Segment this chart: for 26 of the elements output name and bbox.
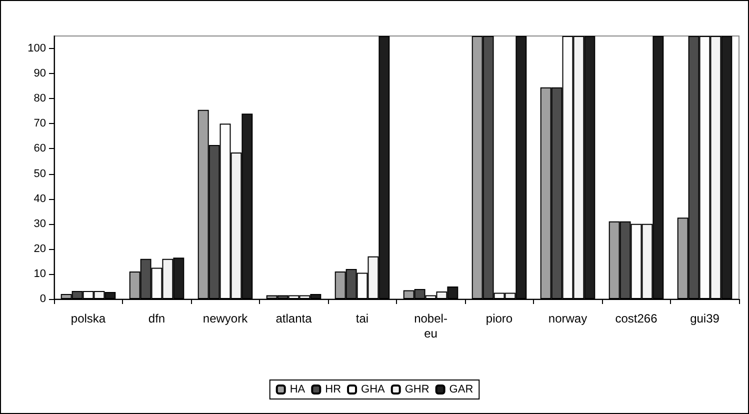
x-tick-label: polska — [70, 312, 106, 326]
legend-label: GHR — [404, 384, 430, 396]
x-tick-label: newyork — [202, 312, 249, 326]
x-tick-label: tai — [356, 312, 369, 326]
x-tick-label: cost266 — [615, 312, 658, 326]
x-tick-label: nobel- eu — [414, 312, 448, 340]
y-tick-label: 80 — [34, 92, 46, 105]
x-tick-label: dfn — [148, 312, 166, 326]
y-tick-label: 0 — [40, 293, 46, 305]
y-tick-label: 70 — [34, 118, 46, 130]
x-tick-label: gui39 — [690, 312, 720, 326]
x-tick-label: pioro — [486, 312, 513, 326]
x-tick-label: atlanta — [276, 312, 312, 326]
y-tick-label: 90 — [34, 68, 46, 80]
legend-label: HR — [325, 384, 342, 396]
y-tick-label: 50 — [34, 168, 46, 180]
y-tick-label: 100 — [28, 42, 46, 55]
y-tick-label: 20 — [34, 242, 46, 255]
legend-label: GHA — [361, 384, 386, 396]
x-tick-label: norway — [548, 312, 588, 326]
y-tick-label: 60 — [34, 142, 46, 155]
legend-label: HA — [290, 384, 306, 396]
legend-label: GAR — [449, 384, 474, 396]
y-tick-label: 30 — [34, 218, 46, 230]
y-tick-label: 40 — [34, 192, 46, 205]
y-tick-label: 10 — [34, 268, 46, 280]
